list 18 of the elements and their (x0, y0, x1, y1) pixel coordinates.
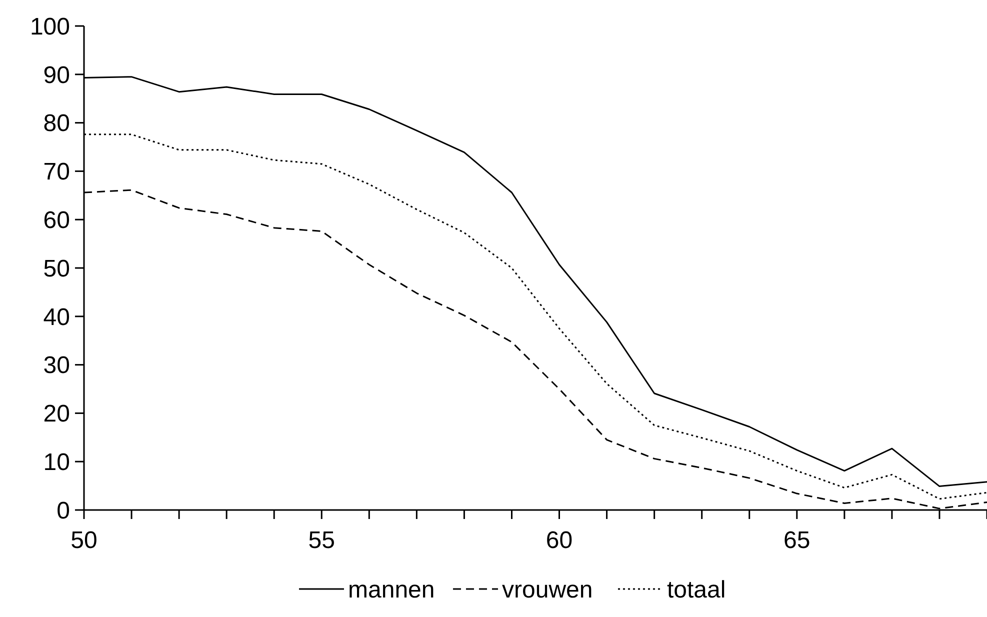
y-tick-label: 10 (43, 449, 70, 476)
legend-label: mannen (348, 576, 435, 604)
y-tick-label: 40 (43, 304, 70, 331)
y-tick-label: 100 (30, 13, 70, 40)
x-tick-label: 55 (308, 527, 335, 554)
y-tick-label: 30 (43, 352, 70, 380)
x-tick-label: 50 (70, 527, 98, 554)
y-tick-label: 50 (43, 255, 70, 282)
x-tick-label: 60 (546, 527, 573, 554)
x-tick-label: 65 (784, 527, 810, 554)
y-tick-label: 20 (43, 400, 70, 428)
y-tick-label: 0 (56, 497, 70, 524)
y-tick-label: 70 (43, 158, 70, 186)
legend-label: totaal (667, 576, 726, 604)
y-tick-label: 60 (43, 207, 70, 234)
y-tick-label: 90 (43, 62, 70, 89)
y-tick-label: 80 (43, 110, 70, 138)
legend-label: vrouwen (502, 576, 593, 604)
